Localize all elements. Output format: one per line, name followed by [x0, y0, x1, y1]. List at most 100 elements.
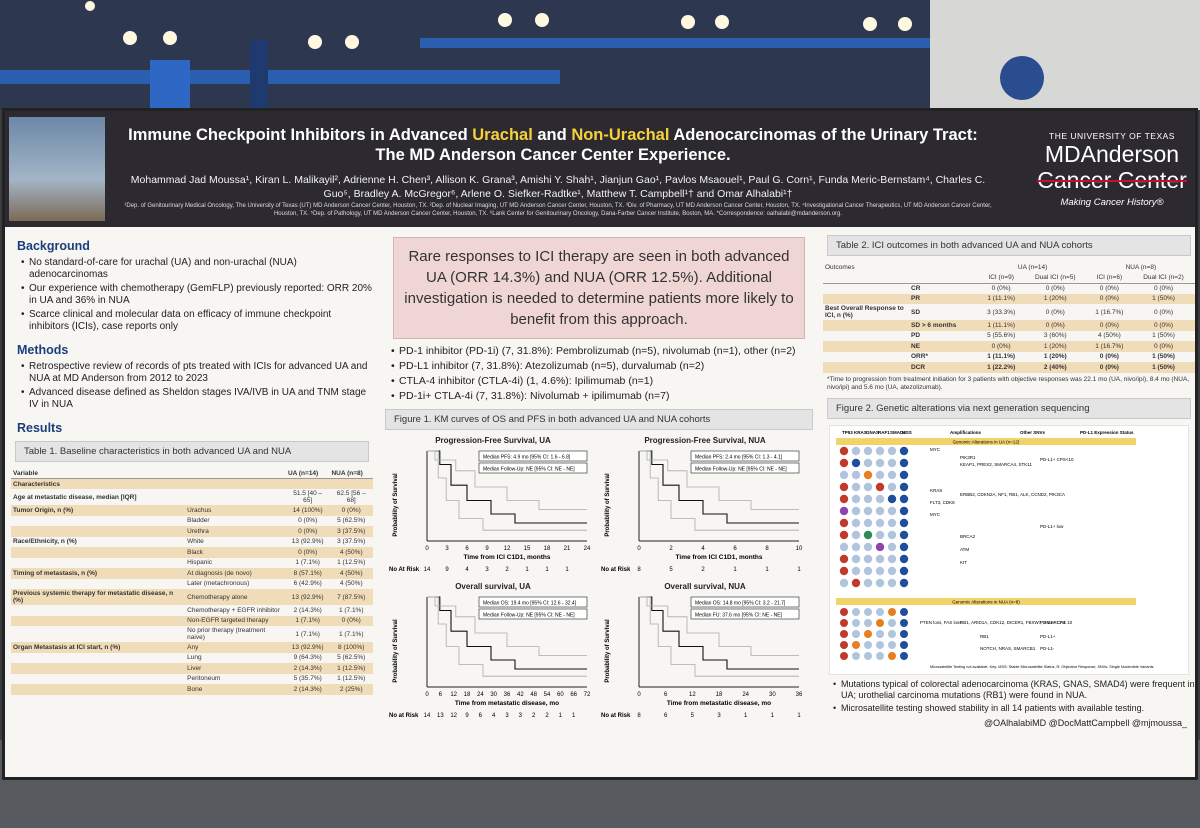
- table-cell: 0 (0%): [1045, 285, 1065, 292]
- table-cell: [11, 605, 185, 616]
- oncoprint-cell: [899, 530, 909, 539]
- median-box-text: Median OS: 19.4 mo [95% CI: 12.6 - 32.4]: [483, 601, 577, 607]
- oncoprint-cell: [863, 530, 873, 539]
- oncoprint-cell: [875, 482, 885, 491]
- risk-value: 8: [637, 567, 641, 573]
- ceiling: [0, 0, 1200, 110]
- y-axis-label: Probability of Survival: [393, 473, 399, 537]
- oncoprint-cell: [899, 446, 909, 455]
- x-tick-label: 60: [557, 692, 564, 698]
- oncoprint-cell: [864, 629, 872, 638]
- oncoprint-cell: [863, 518, 873, 527]
- oncoprint-cell: [851, 458, 861, 467]
- risk-value: 2: [701, 567, 705, 573]
- oncoprint-cell: [864, 618, 872, 627]
- oncoprint-cell: [887, 530, 897, 539]
- table-row: Characteristics: [11, 478, 373, 489]
- table-cell: 62.5 [56 – 68]: [336, 490, 366, 504]
- x-tick-label: 0: [425, 546, 429, 552]
- x-tick-label: 54: [544, 692, 551, 698]
- x-tick-label: 24: [742, 692, 749, 698]
- table-cell: [823, 352, 909, 363]
- table-cell: 3 (33.3%): [987, 308, 1016, 316]
- table-cell: 0 (0%): [1086, 293, 1133, 304]
- oncoprint-cell: [875, 446, 885, 455]
- oncoprint-cell: [851, 566, 861, 575]
- table-cell: 0 (0%): [1132, 320, 1195, 331]
- table-cell: Outcomes: [825, 263, 855, 271]
- table-cell: [185, 478, 286, 489]
- oncoprint-cell: [863, 542, 873, 551]
- x-tick-label: 0: [425, 692, 429, 698]
- x-tick-label: 6: [664, 692, 668, 698]
- risk-value: 5: [691, 713, 695, 719]
- oncoprint-cell: [851, 542, 861, 551]
- oncoprint-cell: [851, 470, 861, 479]
- title-highlight-non-urachal: Non-Urachal: [571, 126, 670, 144]
- table-cell: [11, 526, 186, 537]
- logo-main2: Cancer Center: [1037, 167, 1187, 193]
- oncoprint-column-label: RAF1: [878, 430, 890, 435]
- oncoprint-cell: [899, 482, 909, 491]
- oncoprint-cell: [863, 458, 873, 467]
- km-plot: Progression-Free Survival, UA Probability…: [387, 436, 599, 582]
- list-item: PD-1i+ CTLA-4i (7, 31.8%): Nivolumab + i…: [391, 390, 817, 403]
- x-tick-label: 24: [477, 692, 484, 698]
- risk-value: 3: [505, 713, 509, 719]
- affiliations: ¹Dep. of Genitourinary Medical Oncology,…: [124, 203, 992, 217]
- oncoprint-cell: [851, 506, 861, 515]
- oncoprint-annotation: RB1: [980, 634, 989, 639]
- median-box-frame: [690, 450, 800, 462]
- oncoprint-column-label: PD-L1 Expression Status: [1080, 430, 1134, 435]
- risk-label: No at Risk: [601, 713, 631, 719]
- followup-box-frame: [690, 608, 800, 620]
- oncoprint-cell: [875, 470, 885, 479]
- risk-value: 13: [437, 713, 444, 719]
- ua-band: [836, 437, 1136, 445]
- x-tick-label: 30: [769, 692, 776, 698]
- table-cell: 0 (0%): [1086, 362, 1133, 373]
- oncoprint-cell: [899, 542, 909, 551]
- oncoprint-cell: [863, 482, 873, 491]
- table1-body: Variable UA (n=14) NUA (n=8) Characteristic…: [11, 468, 373, 695]
- risk-value: 1: [572, 713, 576, 719]
- table-cell: 1 (50%): [1152, 332, 1175, 340]
- table-cell: 8 (100%): [329, 642, 373, 653]
- table-cell: 0 (0%): [1023, 320, 1087, 331]
- table-row: Organ Metastasis at ICI start, n (%) Any 1…: [11, 642, 373, 653]
- list-item: PD-L1 inhibitor (7, 31.8%): Atezolizumab…: [391, 360, 817, 373]
- table-cell: ORR*: [911, 353, 928, 361]
- table-cell: DCR: [909, 362, 979, 373]
- median-box: Median PFS: 4.9 mo [95% CI: 1.6 - 6.8]: [478, 450, 588, 462]
- table-cell: 2 (40%): [1023, 362, 1087, 373]
- title-part: Adenocarcinomas of the Urinary Tract:: [669, 126, 978, 144]
- logo-top: THE UNIVERSITY OF TEXAS: [1049, 131, 1175, 141]
- table-cell: 0 (0%): [298, 517, 318, 525]
- table-cell: 1 (11.1%): [978, 293, 1024, 304]
- table2: Outcomes UA (n=14) NUA (n=8) ICI (n=9) Dual …: [823, 262, 1195, 373]
- table-row: NE 0 (0%) 1 (20%) 1 (16.7%) 0 (0%): [823, 341, 1195, 352]
- x-tick-label: 12: [689, 692, 696, 698]
- building-photo: [9, 117, 105, 221]
- oncoprint-annotation: ATM: [960, 547, 969, 552]
- oncoprint-annotation: PD-L1+ low: [1040, 524, 1064, 529]
- table-cell: 51.5 [40 – 65]: [293, 490, 323, 504]
- oncoprint-cell: [863, 506, 873, 515]
- table2-title: Table 2. ICI outcomes in both advanced U…: [827, 235, 1191, 256]
- x-tick-label: 18: [716, 692, 723, 698]
- oncoprint-cell: [863, 578, 873, 587]
- table-row: Timing of metastasis, n (%) At diagnosis …: [11, 568, 373, 579]
- table-cell: 3 (37.5%): [337, 538, 366, 546]
- oncoprint-cell: [839, 458, 849, 467]
- table-row: CR 0 (0%) 0 (0%) 0 (0%) 0 (0%): [823, 283, 1195, 294]
- followup-box-text: Median Follow-Up: NE [95% CI: NE - NE]: [695, 467, 787, 473]
- oncoprint-cell: [840, 651, 848, 660]
- table-cell: [329, 478, 373, 489]
- table-cell: ICI (n=9): [978, 272, 1024, 284]
- oncoprint-cell: [899, 554, 909, 563]
- table-row: Tumor Origin, n (%) Urachus 14 (100%) 0 (0%…: [11, 505, 373, 516]
- table-cell: 0 (0%): [285, 547, 330, 558]
- oncoprint-column-label: SMAD4: [890, 430, 906, 435]
- x-tick-label: 42: [517, 692, 524, 698]
- list-item: Advanced disease defined as Sheldon stag…: [21, 387, 373, 411]
